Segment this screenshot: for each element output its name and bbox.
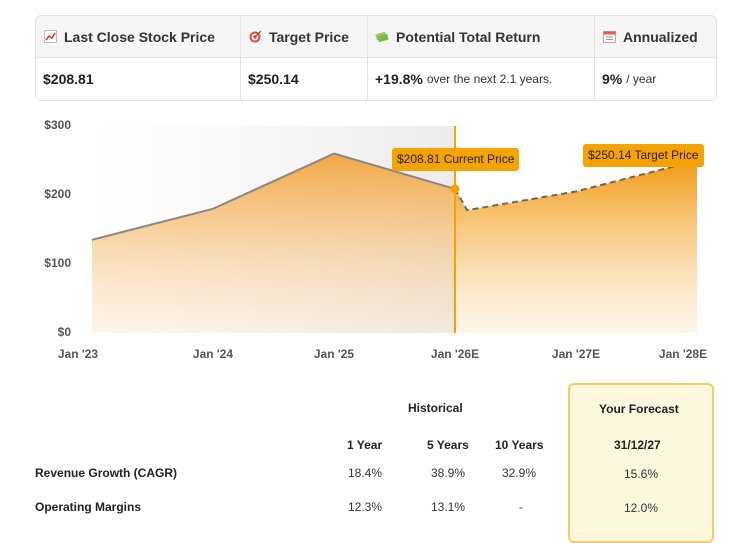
row-value: 18.4%: [348, 466, 383, 480]
row-value: 12.3%: [348, 500, 383, 514]
x-tick-label: Jan '24: [192, 347, 234, 361]
row-label: Operating Margins: [35, 500, 142, 514]
summary-value-target: $250.14: [248, 71, 299, 87]
x-tick-label: Jan '23: [57, 347, 99, 361]
row-value: 32.9%: [502, 466, 537, 480]
summary-note-annualized: / year: [626, 72, 657, 86]
forecast-date: 31/12/27: [614, 438, 661, 452]
summary-note-return: over the next 2.1 years.: [426, 72, 553, 86]
calendar-icon: [602, 30, 616, 44]
forecast-panel: [568, 383, 714, 543]
summary-label-return: Potential Total Return: [396, 28, 541, 45]
summary-label-last-close: Last Close Stock Price: [64, 28, 215, 45]
row-value: -: [519, 500, 523, 514]
summary-value-return: +19.8%: [375, 71, 423, 87]
column-header: 10 Years: [495, 438, 544, 452]
summary-value-last-close: $208.81: [43, 71, 94, 87]
summary-col-annualized: Annualized 9% / year: [595, 16, 716, 100]
summary-table: Last Close Stock Price $208.81 Target Pr…: [35, 15, 717, 101]
row-forecast: 15.6%: [624, 467, 659, 481]
row-label: Revenue Growth (CAGR): [35, 466, 178, 480]
x-tick-label: Jan '26E: [430, 347, 480, 361]
chart-icon: [43, 30, 57, 44]
summary-label-annualized: Annualized: [623, 28, 698, 45]
row-value: 13.1%: [431, 500, 466, 514]
historical-area: [92, 153, 455, 333]
summary-value-annualized: 9%: [602, 71, 623, 87]
summary-label-target: Target Price: [269, 28, 349, 45]
y-tick-label: $200: [44, 187, 71, 201]
historical-header: Historical: [408, 401, 463, 415]
y-tick-label: $300: [44, 118, 71, 132]
summary-col-last-close: Last Close Stock Price $208.81: [36, 16, 241, 100]
column-header: 1 Year: [347, 438, 383, 452]
metrics-table: Historical Your Forecast 1 Year 5 Years …: [0, 380, 750, 543]
forecast-header: Your Forecast: [599, 402, 679, 416]
x-tick-label: Jan '25: [313, 347, 355, 361]
forecast-line: [454, 159, 698, 212]
x-tick-label: Jan '28E: [658, 347, 708, 361]
price-chart: $300 $200 $100 $0 Jan '23 Jan '24 Jan '25 Jan …: [0, 110, 750, 372]
historical-line: [91, 152, 456, 241]
target-price-label: $250.14 Target Price: [583, 144, 704, 167]
money-icon: [375, 30, 389, 44]
x-tick-label: Jan '27E: [551, 347, 601, 361]
target-icon: [248, 30, 262, 44]
y-tick-label: $100: [44, 256, 71, 270]
current-price-label: $208.81 Current Price: [392, 148, 520, 171]
column-header: 5 Years: [427, 438, 469, 452]
summary-col-return: Potential Total Return +19.8% over the ne…: [368, 16, 595, 100]
forecast-area: [455, 160, 697, 333]
summary-col-target: Target Price $250.14: [241, 16, 368, 100]
row-value: 38.9%: [431, 466, 466, 480]
row-forecast: 12.0%: [624, 501, 659, 515]
y-tick-label: $0: [57, 325, 71, 339]
current-price-marker: [450, 184, 460, 194]
